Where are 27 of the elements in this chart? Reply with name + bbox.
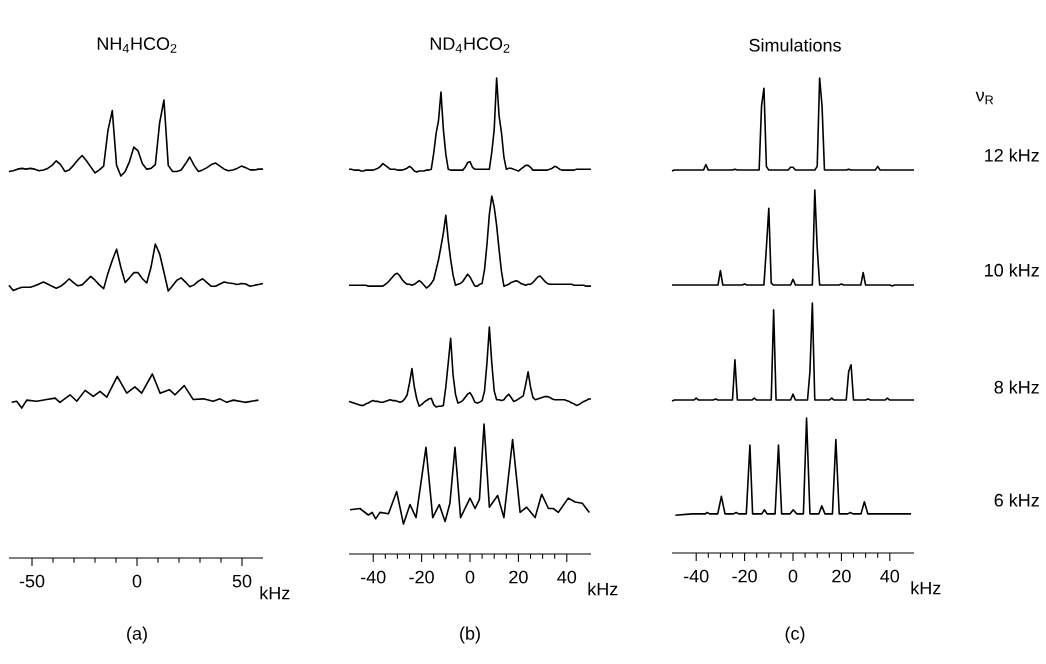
text: (b)	[460, 626, 480, 644]
x-tick-label: -20	[732, 569, 757, 583]
x-tick-label: 40	[557, 570, 577, 584]
x-axis-title: kHz	[260, 586, 290, 600]
chart-title: NH$_{4}$HCO$_{2}$	[97, 37, 177, 53]
text: ν$_{R}$	[975, 91, 994, 105]
x-tick-label: 40	[880, 569, 900, 583]
text: 8 kHz	[994, 380, 1039, 394]
text: 6 kHz	[994, 493, 1039, 507]
x-tick-label: 20	[509, 570, 528, 584]
text: 12 kHz	[985, 148, 1039, 162]
x-tick-label: -40	[360, 570, 386, 584]
x-tick-label: 0	[465, 570, 475, 584]
chart-title: ND$_{4}$HCO$_{2}$	[430, 37, 510, 53]
x-tick-label: 0	[788, 569, 798, 583]
x-tick-label: 20	[832, 569, 851, 583]
x-tick-label: -40	[683, 569, 709, 583]
x-tick-label: -50	[19, 574, 45, 588]
text: (a)	[127, 626, 147, 644]
text: 10 kHz	[985, 263, 1039, 277]
x-axis-title: kHz	[588, 582, 618, 596]
x-axis-title: kHz	[911, 581, 941, 595]
text: (c)	[785, 626, 805, 644]
chart-title: Simulations	[749, 38, 841, 52]
x-tick-label: -20	[409, 570, 434, 584]
x-tick-label: 0	[132, 574, 142, 588]
x-tick-label: 50	[232, 574, 252, 588]
